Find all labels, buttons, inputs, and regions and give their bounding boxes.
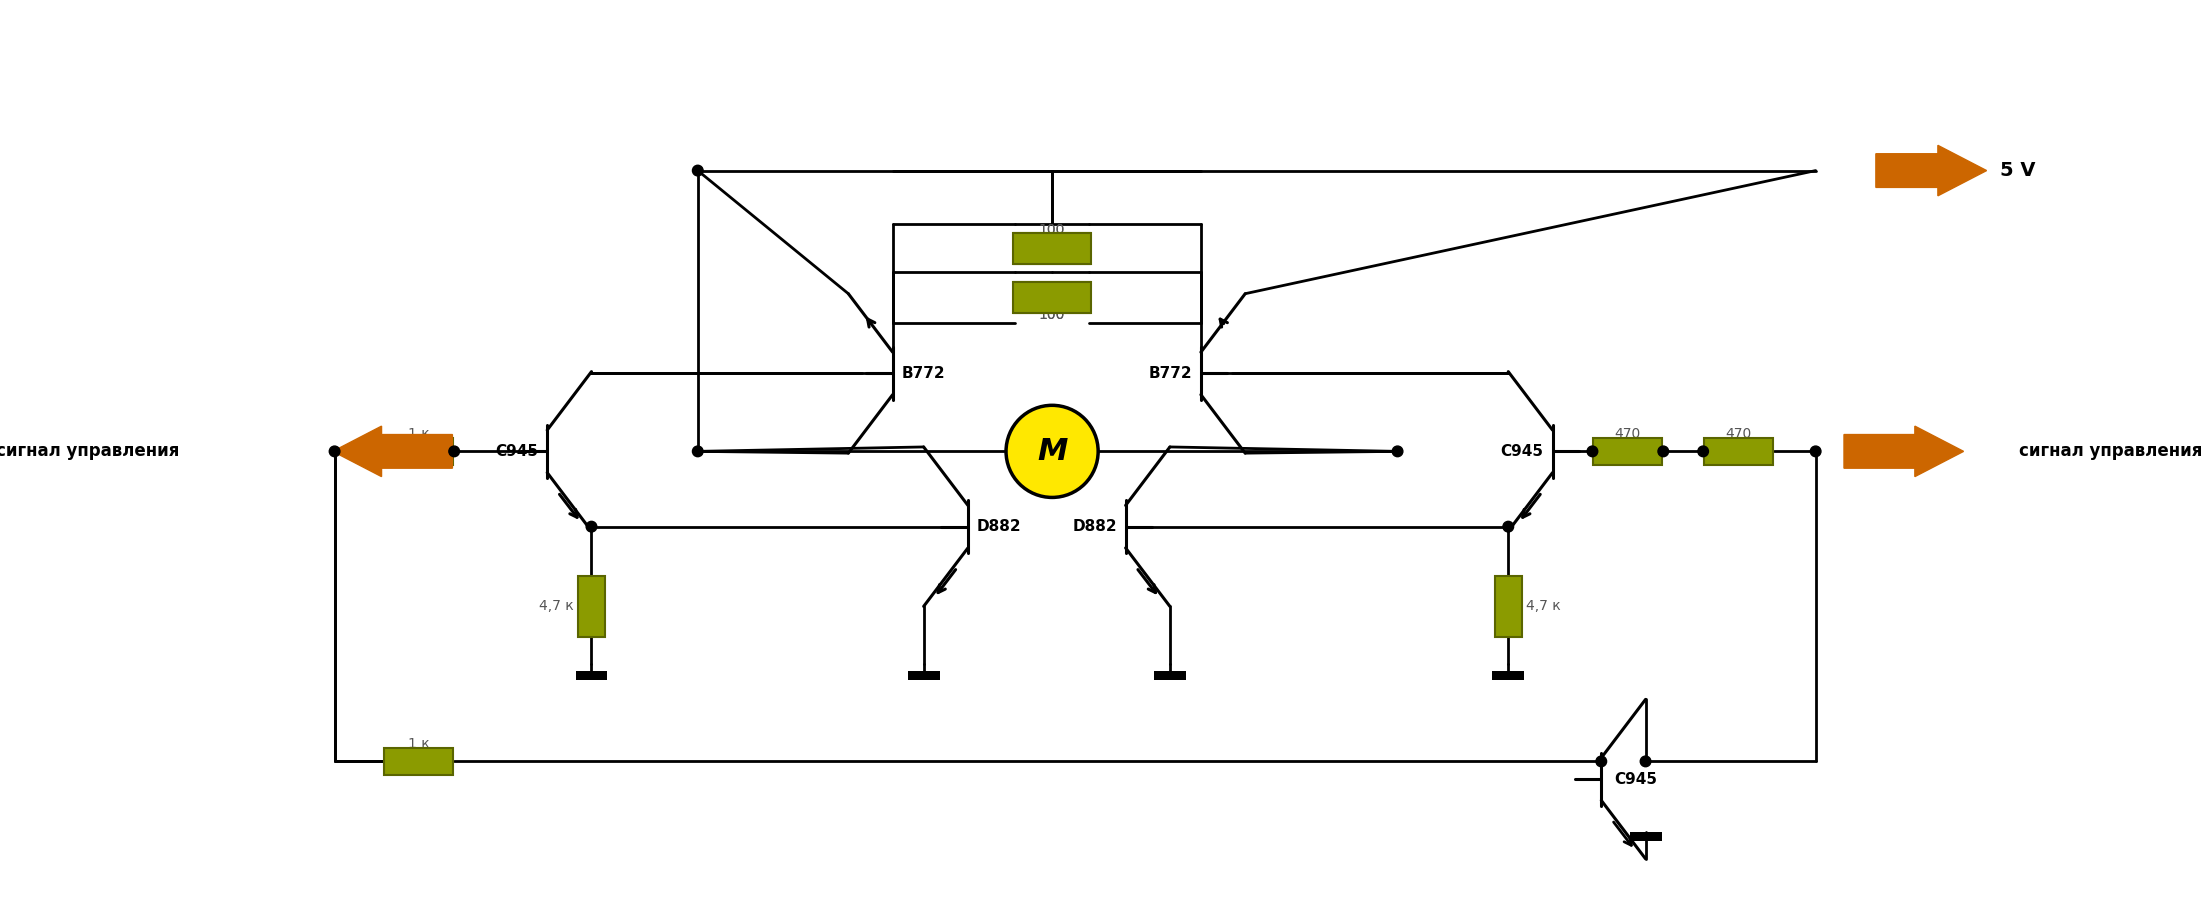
Circle shape — [1658, 446, 1669, 456]
Text: 100: 100 — [1039, 309, 1066, 322]
Polygon shape — [334, 426, 453, 477]
Circle shape — [1596, 756, 1607, 767]
Text: M: M — [1037, 437, 1068, 466]
Text: 4,7 к: 4,7 к — [1526, 600, 1561, 614]
Bar — [1594, 438, 1663, 465]
Circle shape — [1641, 756, 1652, 767]
Text: сигнал управления: сигнал управления — [2019, 443, 2202, 460]
Bar — [1013, 282, 1090, 313]
Text: D882: D882 — [977, 519, 1021, 534]
Circle shape — [449, 446, 460, 456]
Circle shape — [329, 446, 340, 456]
Text: 100: 100 — [1039, 224, 1066, 237]
Text: сигнал управления: сигнал управления — [0, 443, 179, 460]
Text: 4,7 к: 4,7 к — [539, 600, 575, 614]
Bar — [1015, 282, 1090, 313]
Bar — [579, 577, 606, 637]
Text: 100: 100 — [1039, 224, 1066, 237]
Bar — [385, 438, 453, 465]
Circle shape — [1393, 446, 1402, 456]
Text: 5 V: 5 V — [2001, 161, 2036, 180]
Text: B772: B772 — [902, 366, 944, 381]
Text: 100: 100 — [1039, 309, 1066, 322]
Text: D882: D882 — [1072, 519, 1117, 534]
Circle shape — [1006, 406, 1099, 497]
Polygon shape — [1875, 145, 1988, 196]
Bar — [1705, 438, 1773, 465]
Bar — [1492, 671, 1523, 680]
Circle shape — [1698, 446, 1709, 456]
Circle shape — [692, 165, 703, 176]
Bar — [385, 748, 453, 774]
Bar — [1015, 233, 1090, 263]
Text: C945: C945 — [1501, 444, 1543, 459]
Bar — [1630, 833, 1660, 841]
Text: 470: 470 — [1614, 427, 1641, 441]
Circle shape — [1811, 446, 1822, 456]
Circle shape — [1587, 446, 1599, 456]
Circle shape — [1503, 521, 1515, 532]
Circle shape — [692, 446, 703, 456]
Circle shape — [586, 521, 597, 532]
Bar — [1495, 577, 1521, 637]
Text: B772: B772 — [1148, 366, 1192, 381]
Bar — [1154, 671, 1185, 680]
Text: 1 к: 1 к — [407, 736, 429, 750]
Text: C945: C945 — [495, 444, 537, 459]
Bar — [1013, 233, 1090, 263]
Bar — [909, 671, 940, 680]
Bar — [575, 671, 608, 680]
Polygon shape — [1844, 426, 1963, 477]
Text: C945: C945 — [1614, 772, 1658, 786]
Text: 1 к: 1 к — [407, 427, 429, 441]
Text: 470: 470 — [1725, 427, 1751, 441]
